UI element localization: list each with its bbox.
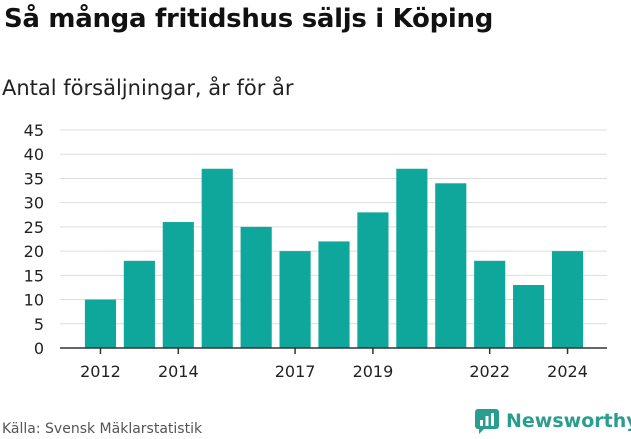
bar xyxy=(551,251,584,348)
x-tick-label: 2017 xyxy=(275,362,316,381)
bar xyxy=(201,168,233,348)
newsworthy-icon xyxy=(475,409,499,434)
y-tick-label: 5 xyxy=(34,315,44,334)
y-tick-label: 10 xyxy=(24,291,44,310)
chart-title: Så många fritidshus säljs i Köping xyxy=(4,4,494,34)
x-tick-label: 2014 xyxy=(158,362,199,381)
bar xyxy=(318,241,350,348)
y-tick-label: 35 xyxy=(24,169,44,188)
x-tick-label: 2012 xyxy=(80,362,121,381)
bar xyxy=(123,260,155,348)
bar xyxy=(396,168,428,348)
bar xyxy=(279,251,311,348)
bar xyxy=(357,212,389,348)
x-tick-label: 2022 xyxy=(469,362,510,381)
y-tick-label: 30 xyxy=(24,194,44,213)
newsworthy-logo: Newsworthy xyxy=(474,408,631,434)
bar xyxy=(435,183,467,348)
y-tick-label: 15 xyxy=(24,266,44,285)
y-tick-label: 20 xyxy=(24,242,44,261)
source-note: Källa: Svensk Mäklarstatistik xyxy=(2,421,203,437)
bar xyxy=(84,299,117,348)
bar xyxy=(474,260,506,348)
y-tick-label: 40 xyxy=(24,145,44,164)
bar xyxy=(240,226,272,348)
x-tick-label: 2019 xyxy=(353,362,394,381)
bar-chart: 0 5 10 15 20 25 30 35 40 45 2012 2014 2017 2019 2022 20… xyxy=(24,121,607,381)
bar xyxy=(162,222,194,348)
x-tick-label: 2024 xyxy=(547,362,588,381)
y-tick-label: 0 xyxy=(34,339,44,358)
brand-name: Newsworthy xyxy=(506,410,631,432)
y-tick-label: 25 xyxy=(24,218,44,237)
bar xyxy=(513,285,545,348)
chart-subtitle: Antal försäljningar, år för år xyxy=(2,76,294,100)
y-tick-label: 45 xyxy=(24,121,44,140)
